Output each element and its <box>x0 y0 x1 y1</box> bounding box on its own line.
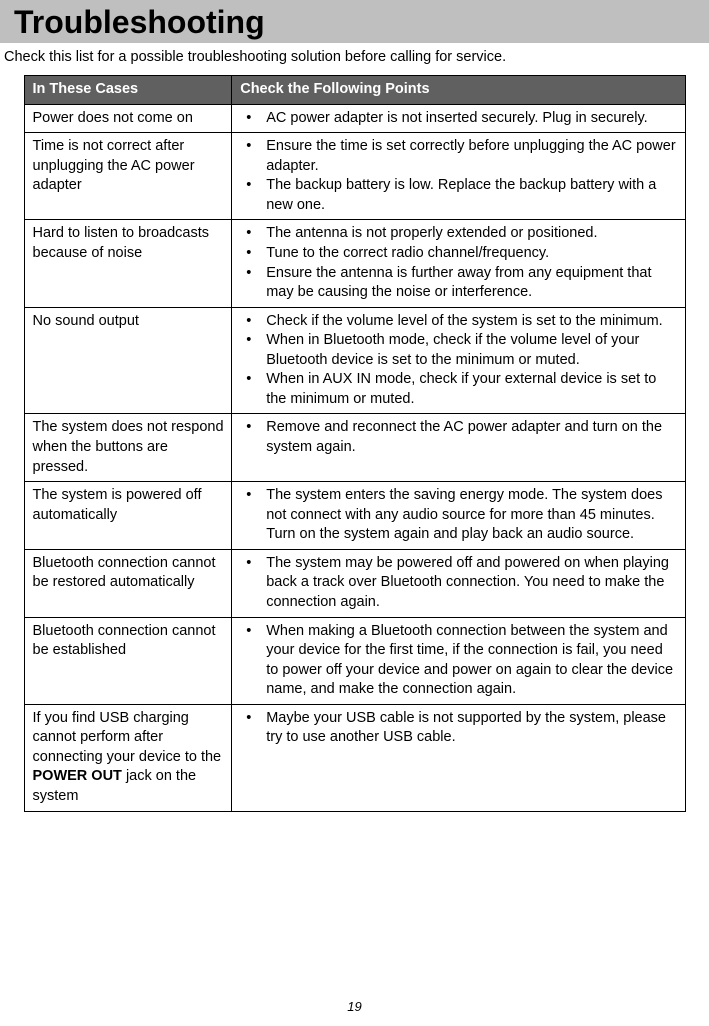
point-item: The antenna is not properly extended or … <box>262 224 676 244</box>
point-item: When making a Bluetooth connection betwe… <box>262 622 676 700</box>
point-item: Maybe your USB cable is not supported by… <box>262 709 676 748</box>
page-number: 19 <box>0 999 709 1014</box>
case-cell: Power does not come on <box>24 104 232 133</box>
points-cell: The system may be powered off and powere… <box>232 549 685 617</box>
point-item: The backup battery is low. Replace the b… <box>262 176 676 215</box>
header-cases: In These Cases <box>24 76 232 105</box>
point-item: When in AUX IN mode, check if your exter… <box>262 370 676 409</box>
case-cell: The system does not respond when the but… <box>24 414 232 482</box>
title-bar: Troubleshooting <box>0 0 709 43</box>
case-cell: If you find USB charging cannot perform … <box>24 704 232 811</box>
case-cell: No sound output <box>24 307 232 414</box>
points-list: The antenna is not properly extended or … <box>240 224 678 302</box>
case-cell: The system is powered off automatically <box>24 482 232 550</box>
points-list: Ensure the time is set correctly before … <box>240 137 678 215</box>
page-title: Troubleshooting <box>14 4 695 41</box>
points-cell: Maybe your USB cable is not supported by… <box>232 704 685 811</box>
case-cell: Bluetooth connection cannot be restored … <box>24 549 232 617</box>
table-row: Hard to listen to broadcasts because of … <box>24 220 685 307</box>
points-list: Check if the volume level of the system … <box>240 312 678 410</box>
points-cell: When making a Bluetooth connection betwe… <box>232 617 685 704</box>
table-row: Power does not come on AC power adapter i… <box>24 104 685 133</box>
header-points: Check the Following Points <box>232 76 685 105</box>
points-list: The system enters the saving energy mode… <box>240 486 678 545</box>
page: Troubleshooting Check this list for a po… <box>0 0 709 1026</box>
points-cell: The system enters the saving energy mode… <box>232 482 685 550</box>
points-list: AC power adapter is not inserted securel… <box>240 109 678 129</box>
troubleshooting-table: In These Cases Check the Following Point… <box>24 75 686 812</box>
table-row: If you find USB charging cannot perform … <box>24 704 685 811</box>
points-list: Remove and reconnect the AC power adapte… <box>240 418 678 457</box>
point-item: Ensure the time is set correctly before … <box>262 137 676 176</box>
points-list: When making a Bluetooth connection betwe… <box>240 622 678 700</box>
intro-text: Check this list for a possible troublesh… <box>0 43 709 75</box>
table-row: Time is not correct after unplugging the… <box>24 133 685 220</box>
point-item: The system enters the saving energy mode… <box>262 486 676 545</box>
table-header-row: In These Cases Check the Following Point… <box>24 76 685 105</box>
table-row: The system does not respond when the but… <box>24 414 685 482</box>
point-item: Ensure the antenna is further away from … <box>262 264 676 303</box>
table-row: The system is powered off automatically T… <box>24 482 685 550</box>
point-item: Tune to the correct radio channel/freque… <box>262 244 676 264</box>
point-item: Remove and reconnect the AC power adapte… <box>262 418 676 457</box>
table-row: Bluetooth connection cannot be restored … <box>24 549 685 617</box>
points-list: The system may be powered off and powere… <box>240 554 678 613</box>
case-cell: Bluetooth connection cannot be establish… <box>24 617 232 704</box>
case-cell: Time is not correct after unplugging the… <box>24 133 232 220</box>
point-item: AC power adapter is not inserted securel… <box>262 109 676 129</box>
points-cell: Ensure the time is set correctly before … <box>232 133 685 220</box>
points-cell: Remove and reconnect the AC power adapte… <box>232 414 685 482</box>
point-item: Check if the volume level of the system … <box>262 312 676 332</box>
points-cell: The antenna is not properly extended or … <box>232 220 685 307</box>
table-row: Bluetooth connection cannot be establish… <box>24 617 685 704</box>
table-body: Power does not come on AC power adapter i… <box>24 104 685 811</box>
points-cell: AC power adapter is not inserted securel… <box>232 104 685 133</box>
point-item: When in Bluetooth mode, check if the vol… <box>262 331 676 370</box>
table-row: No sound output Check if the volume level… <box>24 307 685 414</box>
case-cell: Hard to listen to broadcasts because of … <box>24 220 232 307</box>
point-item: The system may be powered off and powere… <box>262 554 676 613</box>
points-cell: Check if the volume level of the system … <box>232 307 685 414</box>
points-list: Maybe your USB cable is not supported by… <box>240 709 678 748</box>
